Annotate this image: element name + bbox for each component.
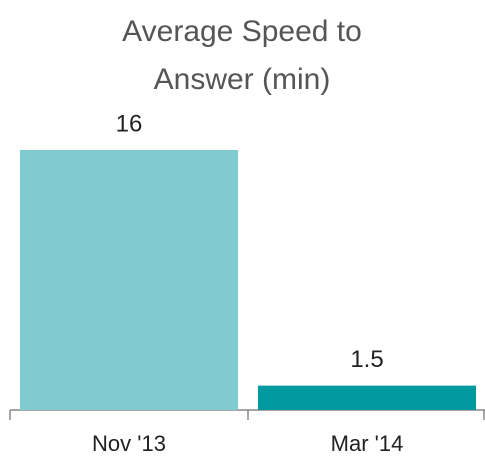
value-label: 1.5 <box>350 346 383 373</box>
value-label: 16 <box>116 110 143 137</box>
x-tick-label: Nov '13 <box>92 431 166 456</box>
chart-title: Average Speed to Answer (min) <box>122 15 362 96</box>
x-tick-label: Mar '14 <box>331 431 404 456</box>
bar <box>257 385 477 410</box>
bar <box>19 150 239 410</box>
